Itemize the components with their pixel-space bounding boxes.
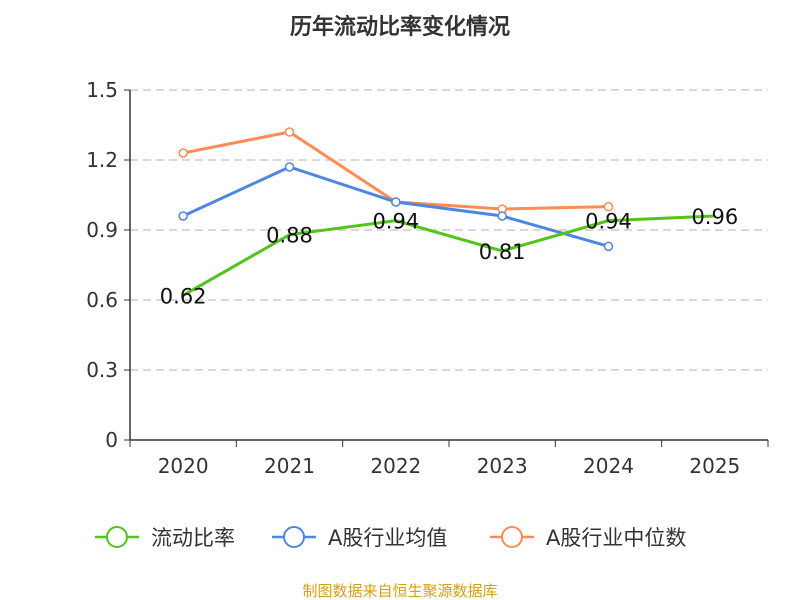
data-point (391, 197, 401, 207)
y-tick-label: 0.3 (86, 358, 118, 382)
x-tick-label: 2023 (477, 454, 528, 478)
series-line (182, 214, 715, 297)
y-tick-label: 0.9 (86, 218, 118, 242)
data-point (284, 162, 295, 172)
data-label: 0.94 (372, 210, 419, 234)
x-tick-label: 2022 (370, 454, 421, 478)
data-label: 0.62 (160, 284, 207, 308)
x-tick-label: 2024 (583, 454, 634, 478)
y-tick-label: 0 (105, 428, 118, 452)
chart-title: 历年流动比率变化情况 (290, 14, 510, 40)
data-point (497, 211, 507, 221)
legend-label: A股行业中位数 (546, 526, 686, 550)
legend-marker (283, 526, 305, 548)
data-point (178, 211, 188, 221)
x-tick-label: 2025 (689, 454, 740, 478)
y-tick-label: 1.2 (86, 148, 118, 172)
data-label: 0.88 (266, 224, 313, 248)
data-label: 0.96 (691, 205, 738, 229)
legend-marker (501, 526, 523, 548)
legend-marker (106, 526, 128, 548)
legend-label: A股行业均值 (328, 526, 447, 550)
x-tick-label: 2020 (158, 454, 209, 478)
y-tick-label: 1.5 (86, 78, 118, 102)
legend-label: 流动比率 (151, 526, 235, 550)
x-tick-label: 2021 (264, 454, 315, 478)
data-label: 0.81 (479, 240, 526, 264)
data-point (603, 241, 614, 252)
data-label: 0.94 (585, 210, 632, 234)
data-point (603, 201, 614, 212)
y-tick-label: 0.6 (86, 288, 118, 312)
source-note: 制图数据来自恒生聚源数据库 (302, 582, 497, 600)
data-point (178, 148, 188, 158)
data-point (284, 127, 295, 137)
